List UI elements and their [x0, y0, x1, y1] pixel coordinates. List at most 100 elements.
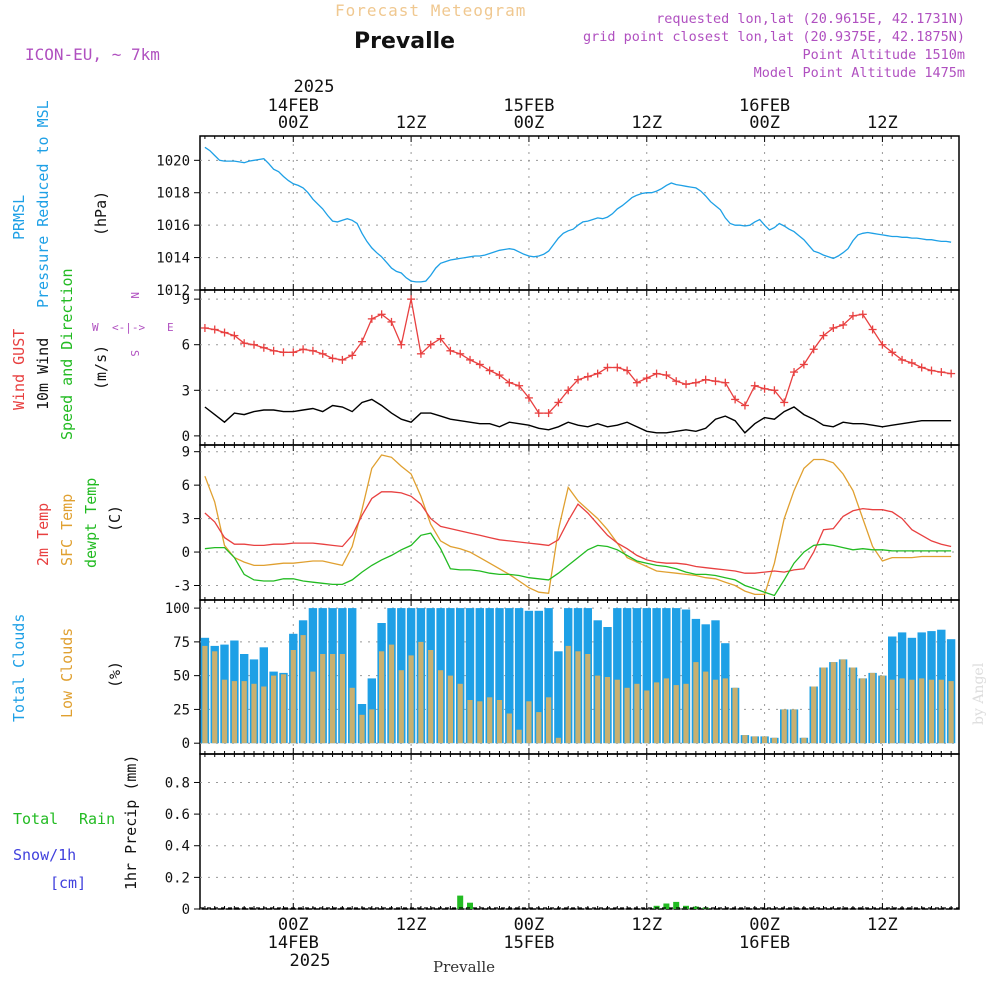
total-cloud-bar: [681, 609, 691, 744]
pressure-labels: PRMSL Pressure Reduced to MSL (hPa): [10, 100, 110, 308]
low-cloud-bar: [693, 662, 699, 744]
low-cloud-bar: [860, 678, 866, 744]
y-tick-label: 6: [182, 338, 190, 354]
temperature-panel: -3 0 3 6 9: [173, 444, 960, 601]
wind-unit: (m/s): [92, 345, 110, 390]
gust-label: Wind GUST: [10, 329, 28, 410]
location-title: Prevalle: [354, 29, 455, 54]
y-tick-label: 0: [182, 902, 190, 918]
top-year: 2025: [294, 77, 335, 97]
wind-labels: Wind GUST 10m Wind Speed and Direction (…: [10, 268, 174, 440]
low-cloud-bar: [585, 654, 591, 744]
y-tick-label: 0.4: [165, 839, 190, 855]
low-cloud-bar: [467, 700, 473, 744]
rain-label: Rain: [79, 810, 115, 828]
temp2m-line: [204, 491, 952, 574]
panel-frame: [199, 444, 960, 601]
low-cloud-bar: [359, 714, 365, 744]
compass-e: E: [167, 321, 174, 334]
pressure-unit: (hPa): [92, 191, 110, 236]
y-tick-label: 9: [182, 445, 190, 461]
low-cloud-bar: [447, 675, 453, 744]
low-cloud-bar: [909, 679, 915, 744]
low-cloud-bar: [771, 737, 777, 744]
total-cloud-bar: [465, 608, 475, 744]
low-cloud-bar: [231, 681, 237, 744]
low-cloud-bar: [280, 674, 287, 744]
bottom-year: 2025: [290, 951, 331, 971]
sfc-temp-line: [204, 454, 952, 596]
footer-location: Prevalle: [433, 958, 495, 976]
precip-panel: 0 0.2 0.4 0.6 0.8: [165, 753, 960, 918]
temp-labels: 2m Temp SFC Temp dewpt Temp (C): [34, 478, 124, 568]
low-cloud-bar: [271, 675, 277, 744]
y-tick-label: 0.8: [165, 775, 190, 791]
low-cloud-bar: [712, 679, 719, 744]
time-label: 12Z: [396, 113, 427, 133]
low-cloud-bar: [840, 659, 846, 744]
y-tick-label: 25: [173, 702, 190, 718]
low-cloud-bar: [310, 671, 316, 744]
compass-n: N: [128, 292, 141, 299]
low-cloud-bar: [634, 683, 640, 744]
sfc-label: SFC Temp: [58, 494, 76, 566]
low-cloud-bar: [595, 675, 601, 744]
y-tick-label: 75: [173, 635, 190, 651]
direction-label: Speed and Direction: [58, 268, 76, 440]
clouds-unit: (%): [106, 661, 124, 688]
low-cloud-bar: [683, 683, 689, 744]
low-cloud-bar: [261, 686, 267, 744]
y-tick-label: 1014: [156, 251, 190, 267]
total-cloud-bar: [554, 651, 563, 744]
y-tick-label: 3: [182, 512, 190, 528]
time-label: 00Z: [278, 915, 309, 935]
y-tick-label: 1016: [156, 218, 190, 234]
low-cloud-bar: [624, 687, 630, 744]
low-cloud-bar: [221, 679, 228, 744]
total-cloud-bar: [642, 608, 651, 744]
y-tick-label: 6: [182, 478, 190, 494]
total-cloud-bar: [475, 608, 484, 744]
cloud-labels: Total Clouds Low Clouds (%) by Angel: [10, 614, 987, 725]
low-cloud-bar: [369, 709, 375, 744]
dewpt-label: dewpt Temp: [82, 478, 100, 568]
total-cloud-bar: [524, 610, 534, 744]
snow-label: Snow/1h: [13, 846, 76, 864]
temp2m-label: 2m Temp: [34, 503, 52, 566]
time-label: 00Z: [749, 915, 780, 935]
pressure-line: [204, 146, 952, 283]
y-tick-label: 1012: [156, 283, 190, 299]
wind-gust-line: [204, 298, 952, 414]
total-cloud-bar: [622, 608, 632, 744]
low-cloud-bar: [722, 678, 728, 744]
time-label: 15FEB: [503, 933, 554, 953]
total-cloud-bar: [652, 608, 661, 744]
y-tick-label: 1020: [156, 153, 190, 169]
low-cloud-bar: [889, 679, 895, 744]
y-tick-label: 0: [182, 545, 190, 561]
low-cloud-bar: [673, 685, 679, 744]
low-cloud-bar: [398, 670, 404, 744]
temp-unit: (C): [106, 505, 124, 532]
wind-speed-line: [204, 398, 952, 434]
low-cloud-bar: [428, 650, 434, 744]
low-cloud-bar: [496, 700, 503, 744]
time-label: 16FEB: [739, 933, 790, 953]
rain-bar: [663, 903, 670, 909]
low-cloud-bar: [614, 679, 620, 744]
low-cloud-bar: [300, 635, 306, 744]
snow-unit: [cm]: [50, 874, 86, 892]
low-cloud-bar: [320, 654, 326, 744]
pressure-panel: 1012 1014 1016 1018 1020: [156, 135, 960, 299]
panel-frame: [199, 753, 960, 910]
total-label: Total: [13, 810, 58, 828]
credit: by Angel: [971, 662, 987, 725]
wind-panel: 0 3 6 9: [182, 289, 960, 446]
low-cloud-bar: [251, 683, 257, 744]
compass-w: W: [92, 321, 99, 334]
low-cloud-bar: [604, 677, 611, 744]
low-cloud-bar: [457, 683, 463, 744]
time-label: 15FEB: [503, 96, 554, 116]
model-label: ICON-EU, ~ 7km: [25, 45, 160, 64]
